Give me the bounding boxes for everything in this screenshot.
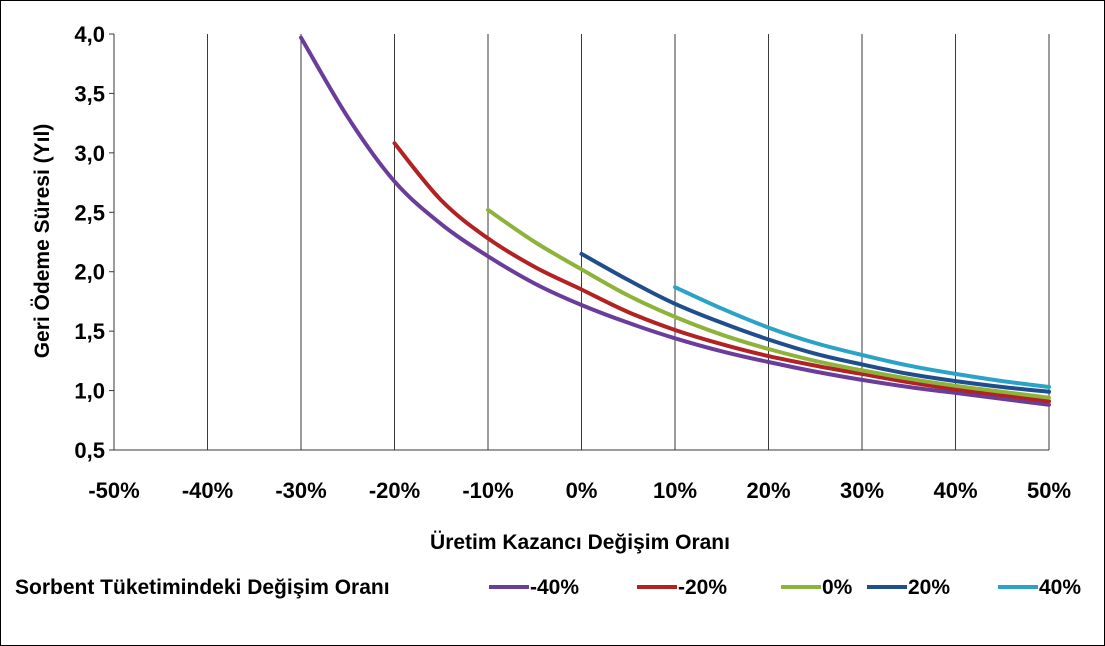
x-tick-label: 30% [840,478,884,503]
x-axis-title: Üretim Kazancı Değişim Oranı [430,531,730,554]
series-line-0 [299,35,1051,407]
y-tick-label: 0,5 [74,438,105,463]
series-layer [299,35,1051,407]
y-tick-label: 3,0 [74,141,105,166]
x-tick-label: 0% [566,478,598,503]
legend-label-3: 20% [908,576,950,599]
legend-label-4: 40% [1039,576,1081,599]
series-line-1 [392,141,1051,404]
legend-items: -40% -20% 0% 20% 40% [489,576,1081,599]
legend-label-0: -40% [530,576,579,599]
y-tick-label: 3,5 [74,81,105,106]
legend-label-2: 0% [822,576,853,599]
x-tick-label: 20% [746,478,790,503]
grid-layer [109,33,1050,451]
legend: Sorbent Tüketimindeki Değişim Oranı -40%… [15,576,1081,599]
tick-layer: -50% -40% -30% -20% -10% 0% 10% 20% 30% 40% 50% 0,5… [74,22,1071,503]
legend-title: Sorbent Tüketimindeki Değişim Oranı [15,576,390,599]
x-tick-label: -30% [275,478,326,503]
x-tick-label: -40% [182,478,233,503]
legend-label-1: -20% [678,576,727,599]
x-tick-label: 10% [653,478,697,503]
series-line-2 [486,207,1051,400]
x-tick-label: -50% [88,478,139,503]
y-tick-label: 1,5 [74,319,105,344]
x-tick-label: -20% [369,478,420,503]
x-tick-label: 50% [1027,478,1071,503]
y-tick-label: 2,0 [74,260,105,285]
x-tick-label: 40% [933,478,977,503]
series-line-4 [673,285,1051,389]
y-axis-title: Geri Ödeme Süresi (Yıl) [31,124,54,359]
y-tick-label: 4,0 [74,22,105,47]
y-tick-label: 2,5 [74,200,105,225]
y-tick-label: 1,0 [74,379,105,404]
series-line-3 [579,251,1051,394]
x-tick-label: -10% [462,478,513,503]
